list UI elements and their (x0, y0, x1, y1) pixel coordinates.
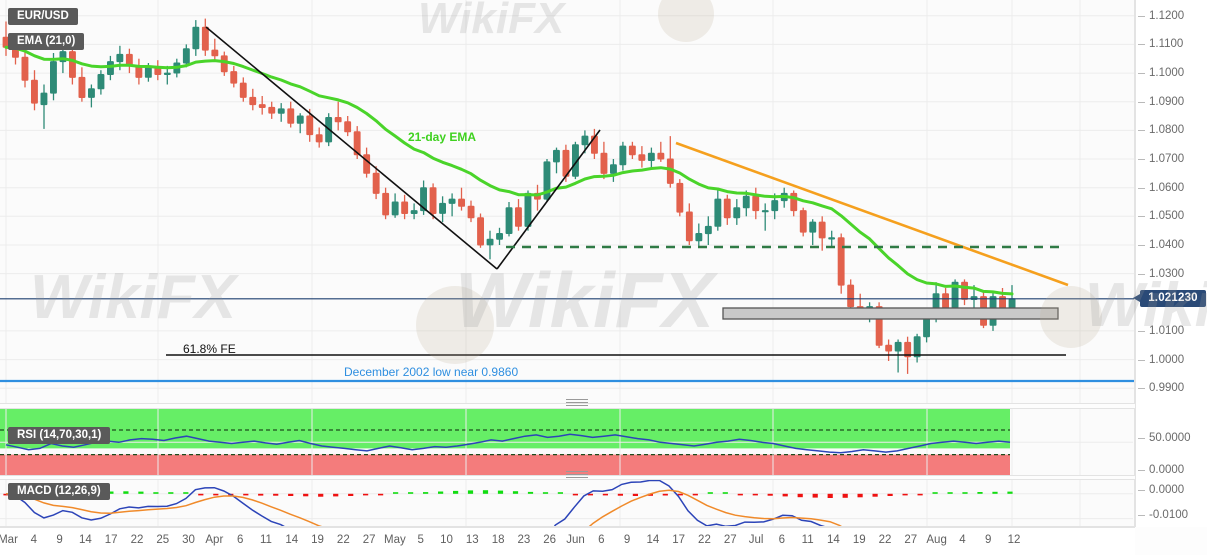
rsi-panel[interactable]: RSI (14,70,30,1) (0, 408, 1135, 476)
price-tick: 1.0100 (1136, 324, 1207, 338)
date-tick: 27 (723, 534, 737, 546)
date-tick: 11 (259, 534, 272, 546)
date-tick: 26 (543, 534, 557, 546)
price-chart-panel[interactable]: EUR/USD EMA (21,0) 21-day EMA 61.8% FE D… (0, 0, 1207, 404)
date-tick: 6 (236, 534, 244, 546)
price-tick: 1.0000 (1136, 353, 1207, 367)
rsi-panel-resize-grip[interactable] (566, 399, 588, 406)
price-tick: 1.0900 (1136, 95, 1207, 109)
indicator-tick: 0.0000 (1136, 463, 1207, 477)
price-tick: 1.0800 (1136, 123, 1207, 137)
last-price-label[interactable]: 1.021230 (1133, 290, 1206, 308)
ema-annotation-label: 21-day EMA (408, 130, 477, 144)
december-2002-low-label: December 2002 low near 0.9860 (344, 365, 519, 379)
date-tick: 25 (156, 534, 170, 546)
date-tick: 22 (336, 534, 350, 546)
price-tick: 1.0700 (1136, 152, 1207, 166)
date-tick: 23 (517, 534, 531, 546)
date-tick: 22 (130, 534, 144, 546)
macd-indicator-badge[interactable]: MACD (12,26,9) (8, 483, 110, 500)
macd-svg (0, 480, 1133, 526)
price-svg (0, 0, 1134, 403)
price-tick: 1.1200 (1136, 9, 1207, 23)
date-tick: 10 (440, 534, 453, 546)
price-scale-axis[interactable]: 1.1200 1.1100 1.1000 1.0900 1.0800 1.0700 1.06… (1133, 0, 1207, 527)
macd-panel-resize-grip[interactable] (566, 471, 588, 478)
date-tick: 9 (56, 534, 63, 546)
date-tick: 17 (672, 534, 686, 546)
symbol-badge[interactable]: EUR/USD (8, 8, 78, 25)
date-tick: 14 (285, 534, 299, 546)
date-tick: Mar (0, 534, 18, 546)
price-tick: 1.0500 (1136, 209, 1207, 223)
ema-indicator-badge[interactable]: EMA (21,0) (8, 33, 85, 50)
date-tick: 27 (362, 534, 376, 546)
date-tick: 19 (852, 534, 866, 546)
macd-panel[interactable]: MACD (12,26,9) (0, 479, 1135, 527)
date-tick: 6 (598, 534, 605, 546)
date-tick: Aug (926, 534, 947, 546)
indicator-tick: 0.0000 (1136, 483, 1207, 497)
rsi-indicator-badge[interactable]: RSI (14,70,30,1) (8, 427, 111, 444)
date-tick: Jun (566, 534, 585, 546)
rsi-plot-area[interactable] (0, 409, 1134, 475)
date-tick: 11 (801, 534, 814, 546)
date-tick: 27 (904, 534, 918, 546)
date-tick: 18 (491, 534, 505, 546)
macd-plot-area[interactable] (0, 480, 1134, 526)
fibonacci-extension-label: 61.8% FE (183, 342, 236, 356)
date-tick: 22 (698, 534, 711, 546)
price-plot-area[interactable] (0, 0, 1134, 403)
date-axis[interactable]: Mar 4 9 14 17 22 25 30 Apr 6 11 14 19 22 27 May 5 10 13 18 2… (0, 527, 1135, 555)
date-tick: 19 (311, 534, 324, 546)
indicator-tick: -0.0100 (1136, 508, 1207, 522)
date-tick: 4 (30, 534, 37, 546)
price-tick: 1.1100 (1136, 37, 1207, 51)
date-tick: 12 (1007, 534, 1021, 546)
date-tick: Apr (205, 534, 224, 546)
date-tick: 30 (182, 534, 195, 546)
date-tick: 6 (778, 534, 786, 546)
indicator-tick: 50.0000 (1136, 431, 1207, 445)
price-tick: 1.0600 (1136, 181, 1207, 195)
date-tick: May (384, 534, 406, 546)
date-tick: 9 (985, 534, 992, 546)
price-tick: 1.0300 (1136, 267, 1207, 281)
date-tick: Jul (748, 534, 764, 546)
date-tick: 17 (104, 534, 118, 546)
date-tick: 14 (78, 534, 92, 546)
date-tick: 4 (959, 534, 966, 546)
price-tick: 1.0400 (1136, 238, 1207, 252)
date-tick: 14 (827, 534, 840, 546)
price-tick: 1.1000 (1136, 66, 1207, 80)
date-tick: 9 (623, 534, 631, 546)
date-tick: 14 (646, 534, 660, 546)
price-tick: 0.9900 (1136, 381, 1207, 395)
date-tick: 5 (417, 534, 424, 546)
rsi-svg (0, 409, 1133, 475)
date-tick: 13 (465, 534, 479, 546)
date-tick: 22 (878, 534, 892, 546)
